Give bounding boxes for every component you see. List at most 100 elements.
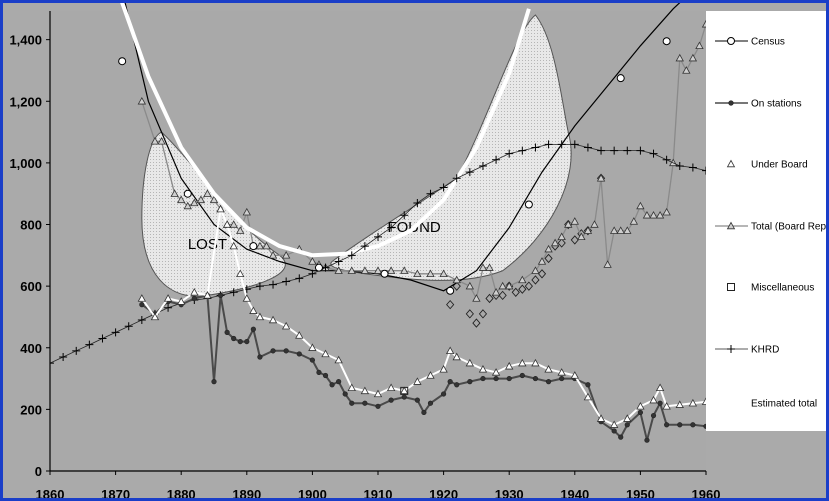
point-on-stations [257, 354, 263, 360]
x-tick-label: 1860 [36, 487, 65, 501]
diamond-point [511, 287, 520, 297]
point-on-stations [532, 375, 539, 382]
region-label-lost: LOST [188, 236, 227, 253]
legend-item-khrd: KHRD [715, 345, 779, 356]
point-under-board [518, 358, 527, 367]
legend-marker-on-stations [728, 100, 734, 106]
x-tick-label: 1880 [167, 487, 196, 501]
point-on-stations [559, 375, 565, 382]
point-on-stations [296, 351, 302, 357]
point-under-board [636, 401, 645, 410]
point-under-board [373, 389, 383, 398]
point-under-board [190, 287, 199, 296]
point-census [446, 286, 455, 295]
point-on-stations [388, 397, 394, 403]
point-on-stations [427, 400, 434, 406]
point-total-board-reports [400, 266, 409, 274]
point-on-stations [585, 382, 591, 388]
point-on-stations [191, 295, 197, 302]
point-on-stations [467, 379, 473, 385]
point-on-stations [447, 379, 453, 385]
point-on-stations [441, 391, 447, 397]
point-total-board-reports [150, 137, 160, 145]
legend-marker-under-board [726, 159, 736, 168]
point-census [183, 189, 192, 198]
point-total-board-reports [557, 232, 566, 241]
point-on-stations [493, 375, 499, 382]
legend-item-census: Census [715, 37, 785, 48]
point-on-stations [618, 434, 624, 440]
point-on-stations [611, 428, 617, 434]
point-total-board-reports [649, 210, 658, 219]
point-total-board-reports [308, 257, 317, 265]
legend-item-under-board: Under Board [715, 160, 808, 171]
point-census [380, 269, 389, 278]
point-under-board [675, 400, 684, 408]
diamond-point [518, 284, 527, 294]
point-total-board-reports [688, 53, 698, 62]
point-total-board-reports [242, 207, 251, 216]
point-khrd [360, 242, 369, 251]
y-tick-label: 600 [20, 279, 42, 294]
diamond-point [472, 318, 481, 328]
point-on-stations [322, 372, 329, 379]
series-miscellaneous [400, 386, 409, 395]
point-total-board-reports [491, 287, 501, 296]
point-khrd [85, 340, 94, 349]
point-on-stations [401, 394, 407, 400]
point-under-board [544, 365, 553, 373]
point-total-board-reports [439, 269, 448, 278]
point-under-board [596, 414, 606, 422]
point-khrd [570, 140, 579, 149]
series-census [118, 37, 671, 295]
x-tick-label: 1950 [626, 487, 655, 501]
diamond-point [465, 309, 474, 319]
point-under-board [360, 386, 370, 395]
point-khrd [59, 353, 68, 361]
legend-label-khrd: KHRD [751, 345, 779, 356]
point-total-board-reports [209, 195, 219, 204]
point-total-board-reports [518, 275, 527, 284]
diamond-point [478, 309, 488, 319]
point-khrd [518, 146, 527, 155]
point-on-stations [362, 400, 368, 406]
point-total-board-reports [570, 217, 579, 225]
point-total-board-reports [544, 244, 553, 253]
x-tick-label: 1920 [429, 487, 458, 501]
legend-item-on-stations: On stations [715, 99, 802, 110]
point-total-board-reports [190, 198, 199, 207]
other-series-1 [124, 3, 681, 292]
x-tick-label: 1890 [232, 487, 261, 501]
point-khrd [164, 303, 173, 312]
point-khrd [124, 322, 133, 331]
point-census [249, 242, 258, 251]
point-total-board-reports [170, 189, 179, 197]
point-khrd [649, 149, 658, 158]
point-khrd [413, 198, 422, 207]
point-total-board-reports [485, 263, 494, 271]
y-tick-label: 1,200 [9, 94, 42, 109]
point-khrd [675, 161, 684, 170]
y-tick-label: 200 [20, 402, 42, 417]
point-under-board [445, 346, 455, 355]
point-total-board-reports [196, 195, 206, 204]
point-total-board-reports [675, 53, 684, 62]
point-khrd [347, 251, 356, 260]
point-under-board [557, 368, 566, 376]
point-under-board [334, 355, 343, 364]
point-on-stations [637, 409, 644, 416]
point-census [524, 200, 533, 209]
point-khrd [583, 143, 592, 152]
point-total-board-reports [629, 217, 639, 225]
point-khrd [531, 143, 540, 152]
point-under-board [236, 269, 245, 278]
legend-panel [706, 11, 826, 431]
point-khrd [636, 146, 645, 155]
x-tick-label: 1940 [560, 487, 589, 501]
point-under-board [426, 371, 435, 379]
point-khrd [72, 346, 81, 355]
point-khrd [255, 282, 264, 291]
point-khrd [610, 146, 619, 155]
point-on-stations [657, 400, 663, 406]
